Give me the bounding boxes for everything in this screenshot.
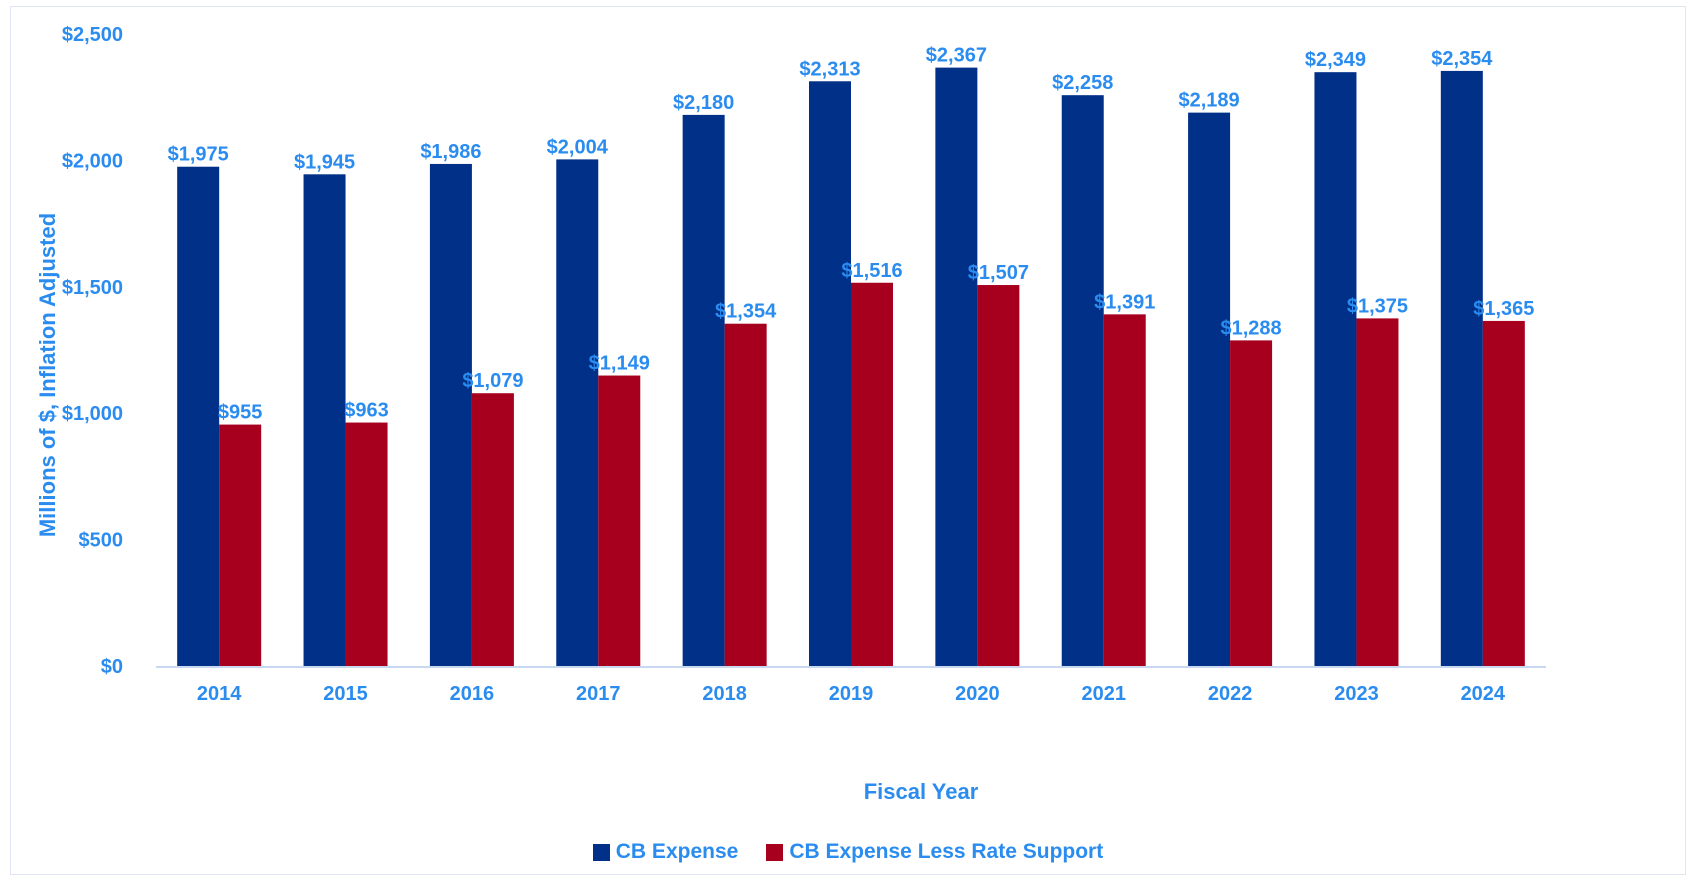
- legend-swatch-cb-expense-less-rate-support: [766, 843, 784, 861]
- x-tick-label: 2016: [450, 683, 495, 705]
- bar-cb-expense: [429, 163, 472, 666]
- data-label: $1,945: [294, 151, 355, 173]
- x-tick-label: 2017: [576, 683, 621, 705]
- legend: CB Expense CB Expense Less Rate Support: [11, 840, 1685, 864]
- chart-frame: $0 $500 $1,000 $1,500 $2,000 $2,500 $1,975 $95…: [10, 6, 1686, 875]
- legend-label-cb-expense: CB Expense: [615, 840, 739, 863]
- bar-cb-expense-less-rate-support: [977, 285, 1020, 666]
- data-label: $2,354: [1431, 48, 1493, 70]
- data-label: $2,004: [547, 136, 609, 158]
- bar-cb-expense-less-rate-support: [1356, 318, 1399, 666]
- data-label: $2,180: [673, 92, 734, 114]
- bar-cb-expense: [809, 81, 851, 666]
- bar-cb-expense: [1061, 95, 1104, 666]
- data-label: $2,313: [799, 58, 860, 80]
- data-label: $1,354: [715, 301, 777, 323]
- data-labels: $1,975 $955 $1,945 $963 $1,986 $1,079 $2,004 $1…: [168, 45, 1535, 424]
- bar-cb-expense-less-rate-support: [1103, 314, 1146, 666]
- data-label: $1,986: [420, 141, 481, 163]
- bar-cb-expense: [556, 159, 599, 666]
- data-label: $1,375: [1347, 295, 1408, 317]
- legend-swatch-cb-expense: [592, 843, 610, 861]
- data-label: $2,258: [1052, 72, 1113, 94]
- x-axis-title: Fiscal Year: [864, 779, 979, 804]
- bar-cb-expense-less-rate-support: [345, 422, 388, 666]
- bar-cb-expense: [177, 166, 220, 666]
- data-label: $2,367: [926, 45, 987, 67]
- data-label: $955: [218, 402, 263, 424]
- data-label: $2,189: [1179, 90, 1240, 112]
- bar-cb-expense-less-rate-support: [471, 393, 514, 666]
- x-tick-label: 2014: [197, 683, 242, 705]
- y-tick-label: $2,500: [62, 24, 123, 46]
- bar-chart: $0 $500 $1,000 $1,500 $2,000 $2,500 $1,975 $95…: [35, 24, 1546, 804]
- data-label: $1,288: [1221, 317, 1282, 339]
- data-label: $1,975: [168, 144, 229, 166]
- y-axis-title: Millions of $, Inflation Adjusted: [35, 213, 60, 537]
- data-label: $1,079: [462, 370, 523, 392]
- data-label: $963: [344, 400, 389, 422]
- y-tick-label: $2,000: [62, 150, 123, 172]
- bar-cb-expense: [935, 67, 978, 667]
- bar-cb-expense-less-rate-support: [598, 375, 641, 666]
- x-tick-label: 2018: [702, 683, 747, 705]
- bar-cb-expense: [682, 114, 725, 666]
- x-tick-label: 2015: [323, 683, 368, 705]
- bars: [177, 67, 1525, 667]
- data-label: $2,349: [1305, 49, 1366, 71]
- data-label: $1,365: [1473, 298, 1534, 320]
- bar-cb-expense: [1314, 72, 1357, 667]
- x-tick-label: 2022: [1208, 683, 1253, 705]
- data-label: $1,391: [1094, 291, 1155, 313]
- x-axis-ticks: 2014 2015 2016 2017 2018 2019 2020 2021 2022 2023…: [197, 683, 1506, 705]
- y-tick-label: $0: [101, 656, 123, 678]
- legend-item-cb-expense-less-rate-support: CB Expense Less Rate Support: [766, 840, 1103, 864]
- bar-cb-expense-less-rate-support: [1230, 340, 1273, 666]
- x-tick-label: 2024: [1461, 683, 1506, 705]
- data-label: $1,516: [841, 260, 902, 282]
- bar-cb-expense-less-rate-support: [219, 424, 262, 666]
- bar-cb-expense: [1440, 70, 1483, 666]
- legend-item-cb-expense: CB Expense: [592, 840, 739, 864]
- y-tick-label: $500: [79, 530, 124, 552]
- y-axis-ticks: $0 $500 $1,000 $1,500 $2,000 $2,500: [62, 24, 123, 678]
- x-tick-label: 2023: [1334, 683, 1379, 705]
- bar-cb-expense: [303, 174, 346, 666]
- bar-cb-expense-less-rate-support: [851, 282, 893, 666]
- bar-cb-expense: [1188, 112, 1231, 667]
- x-tick-label: 2019: [829, 683, 874, 705]
- data-label: $1,507: [968, 262, 1029, 284]
- bar-cb-expense-less-rate-support: [1482, 320, 1525, 666]
- legend-label-cb-expense-less-rate-support: CB Expense Less Rate Support: [789, 840, 1104, 863]
- x-tick-label: 2021: [1081, 683, 1126, 705]
- bar-cb-expense-less-rate-support: [724, 323, 767, 666]
- data-label: $1,149: [589, 353, 650, 375]
- y-tick-label: $1,500: [62, 277, 123, 299]
- y-tick-label: $1,000: [62, 403, 123, 425]
- x-tick-label: 2020: [955, 683, 1000, 705]
